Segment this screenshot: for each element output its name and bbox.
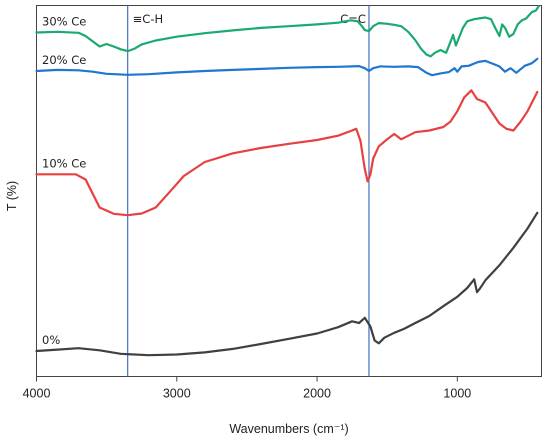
- series-line: [35, 211, 539, 357]
- x-tick-label: 2000: [303, 387, 331, 401]
- series-line: [35, 57, 539, 77]
- series-line: [35, 89, 539, 217]
- annotation-label: ≡C-H: [133, 12, 163, 26]
- series-label: 20% Ce: [42, 53, 86, 67]
- x-tick-label: 3000: [163, 387, 191, 401]
- series-lines: [35, 5, 540, 357]
- x-tick-label: 4000: [23, 387, 51, 401]
- series-label: 30% Ce: [42, 15, 86, 29]
- annotation-label: C=C: [340, 12, 366, 26]
- x-axis-ticks: 4000 3000 2000 1000: [23, 376, 471, 401]
- series-label: 0%: [42, 333, 60, 347]
- series-line: [35, 5, 540, 58]
- x-axis-title: Wavenumbers (cm⁻¹): [229, 422, 348, 436]
- x-tick-label: 1000: [443, 387, 471, 401]
- plot-frame: [36, 5, 542, 377]
- annotations: ≡C-H C=C: [127, 5, 370, 377]
- series-labels: 0% 10% Ce 20% Ce 30% Ce: [42, 15, 86, 348]
- y-axis-title: T (%): [5, 181, 19, 211]
- series-label: 10% Ce: [42, 156, 86, 170]
